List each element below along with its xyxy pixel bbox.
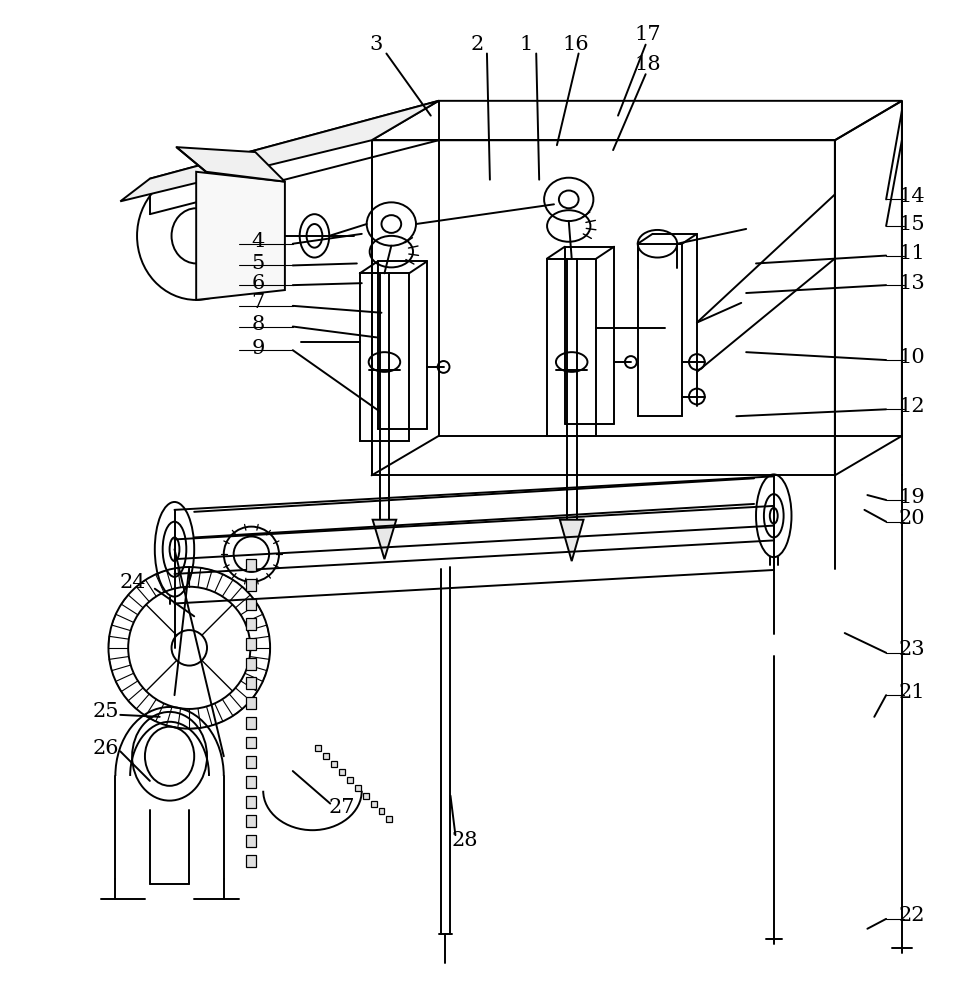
- Text: 6: 6: [252, 274, 265, 293]
- Polygon shape: [324, 753, 329, 759]
- Polygon shape: [246, 618, 256, 630]
- Text: 25: 25: [93, 702, 119, 721]
- Text: 17: 17: [635, 25, 661, 44]
- Polygon shape: [373, 520, 396, 559]
- Text: 4: 4: [252, 232, 265, 251]
- Polygon shape: [121, 101, 439, 201]
- Text: 18: 18: [635, 55, 661, 74]
- Polygon shape: [246, 717, 256, 729]
- Polygon shape: [316, 745, 322, 751]
- Text: 10: 10: [898, 348, 925, 367]
- Polygon shape: [379, 808, 384, 814]
- Polygon shape: [331, 761, 337, 767]
- Text: 9: 9: [251, 339, 265, 358]
- Polygon shape: [560, 520, 583, 561]
- Polygon shape: [339, 769, 345, 775]
- Text: 2: 2: [470, 35, 484, 54]
- Polygon shape: [246, 579, 256, 591]
- Text: 3: 3: [370, 35, 384, 54]
- Text: 7: 7: [252, 293, 265, 312]
- Text: 20: 20: [898, 509, 925, 528]
- Polygon shape: [246, 677, 256, 689]
- Text: 26: 26: [93, 739, 119, 758]
- Polygon shape: [347, 777, 353, 783]
- Text: 24: 24: [120, 573, 147, 592]
- Text: 28: 28: [452, 831, 478, 850]
- Text: 8: 8: [252, 315, 265, 334]
- Polygon shape: [246, 835, 256, 847]
- Polygon shape: [246, 776, 256, 788]
- Polygon shape: [246, 697, 256, 709]
- Polygon shape: [246, 559, 256, 571]
- Text: 27: 27: [328, 798, 355, 817]
- Polygon shape: [246, 815, 256, 827]
- Polygon shape: [386, 816, 392, 822]
- Polygon shape: [246, 737, 256, 748]
- Polygon shape: [363, 793, 369, 799]
- Text: 16: 16: [562, 35, 589, 54]
- Text: 13: 13: [898, 274, 925, 293]
- Polygon shape: [246, 756, 256, 768]
- Text: 23: 23: [898, 640, 925, 659]
- Polygon shape: [246, 599, 256, 610]
- Polygon shape: [246, 796, 256, 808]
- Polygon shape: [246, 638, 256, 650]
- Polygon shape: [371, 801, 377, 807]
- Text: 1: 1: [520, 35, 533, 54]
- Text: 12: 12: [898, 397, 925, 416]
- Polygon shape: [196, 172, 285, 300]
- Text: 15: 15: [898, 215, 925, 234]
- Polygon shape: [177, 147, 285, 182]
- Text: 14: 14: [898, 187, 925, 206]
- Polygon shape: [355, 785, 360, 791]
- Text: 19: 19: [898, 488, 925, 507]
- Text: 21: 21: [898, 683, 925, 702]
- Text: 22: 22: [898, 906, 925, 925]
- Polygon shape: [246, 855, 256, 867]
- Text: 11: 11: [898, 244, 925, 263]
- Text: 5: 5: [252, 254, 265, 273]
- Polygon shape: [246, 658, 256, 670]
